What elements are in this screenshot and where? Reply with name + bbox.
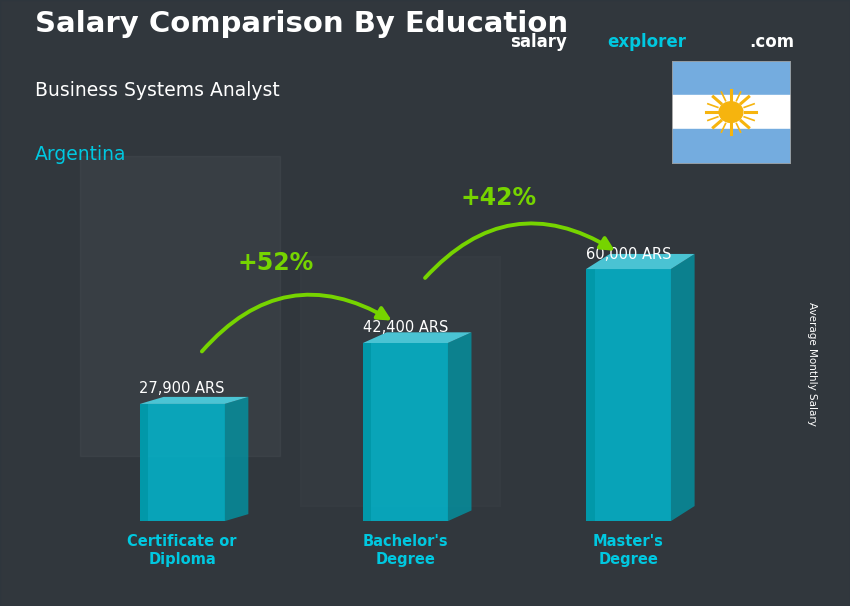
- Text: .com: .com: [749, 33, 794, 52]
- Polygon shape: [139, 404, 148, 521]
- Polygon shape: [671, 254, 694, 521]
- Text: Business Systems Analyst: Business Systems Analyst: [35, 81, 280, 101]
- Text: salary: salary: [510, 33, 567, 52]
- Text: +42%: +42%: [461, 185, 537, 210]
- Polygon shape: [448, 332, 472, 521]
- Text: 27,900 ARS: 27,900 ARS: [139, 381, 225, 396]
- Text: Average Monthly Salary: Average Monthly Salary: [807, 302, 817, 425]
- Polygon shape: [224, 397, 248, 521]
- Polygon shape: [139, 397, 248, 404]
- Text: 60,000 ARS: 60,000 ARS: [586, 247, 672, 262]
- Bar: [300, 256, 500, 506]
- Polygon shape: [363, 332, 472, 343]
- Text: 42,400 ARS: 42,400 ARS: [363, 321, 448, 336]
- Polygon shape: [586, 254, 694, 269]
- Bar: [672, 95, 790, 130]
- FancyBboxPatch shape: [139, 404, 224, 521]
- Text: explorer: explorer: [607, 33, 686, 52]
- FancyBboxPatch shape: [363, 343, 448, 521]
- Bar: [672, 61, 790, 96]
- Text: Salary Comparison By Education: Salary Comparison By Education: [35, 10, 568, 38]
- Polygon shape: [586, 269, 594, 521]
- Bar: [80, 156, 280, 456]
- Text: Argentina: Argentina: [35, 145, 127, 164]
- Circle shape: [719, 102, 743, 122]
- Text: +52%: +52%: [238, 251, 314, 275]
- FancyBboxPatch shape: [586, 269, 671, 521]
- Polygon shape: [363, 343, 371, 521]
- Bar: [672, 128, 790, 164]
